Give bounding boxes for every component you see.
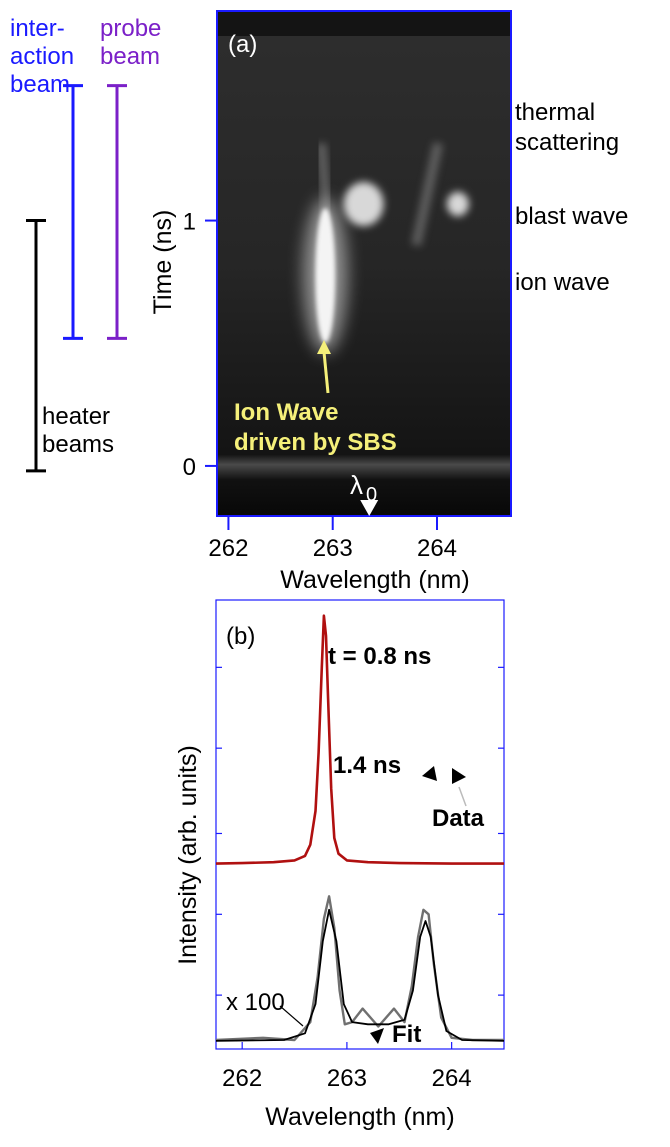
arrow-data [422, 766, 437, 781]
probe-label-1: probe [100, 15, 161, 42]
label-x100: x 100 [226, 989, 285, 1016]
panel-b-frame [215, 599, 505, 1050]
thermal-streak [411, 142, 444, 247]
label-data: Data [432, 805, 485, 832]
series-fit-line [216, 908, 504, 1042]
lambda0-marker: λ 0 [350, 470, 379, 516]
panel-b-xtick-label: 263 [327, 1065, 367, 1092]
panel-a-xtick-label: 263 [313, 535, 353, 562]
panel-a-ytick-label: 1 [183, 209, 196, 236]
arrow-1-4ns [452, 768, 466, 784]
panel-a-ylabel: Time (ns) [149, 210, 177, 315]
label-thermal-2: scattering [515, 129, 619, 156]
annotation-arrow-shaft [322, 351, 330, 394]
label-blast-wave: blast wave [515, 203, 628, 230]
heater-label-2: beams [42, 431, 114, 458]
beam-timing-legend: inter- action beam probe beam heater bea… [10, 15, 161, 473]
arrow-data-leader [458, 786, 467, 807]
streak-image [218, 12, 510, 515]
probe-label-2: beam [100, 43, 160, 70]
arrow-fit [370, 1028, 384, 1044]
panel-b-xtick-label: 262 [222, 1065, 262, 1092]
panel-b: 262 263 264 (b) t = 0.8 ns 1.4 ns Data Fit… [174, 599, 505, 1131]
label-thermal-1: thermal [515, 99, 595, 126]
interaction-label-3: beam [10, 71, 70, 98]
panel-a-frame [216, 10, 512, 517]
series-t08-line [216, 614, 504, 865]
panel-a-label: (a) [228, 31, 257, 58]
interaction-label-2: action [10, 43, 74, 70]
annotation-arrow-head [317, 340, 331, 354]
lambda0-subscript: 0 [366, 484, 377, 506]
interaction-label-1: inter- [10, 15, 65, 42]
annotation-ion-wave-line1: Ion Wave [234, 399, 338, 426]
panel-a-ytick-label: 0 [183, 454, 196, 481]
x100-leader [279, 1005, 304, 1027]
label-1-4ns: 1.4 ns [333, 752, 401, 779]
label-fit: Fit [392, 1021, 421, 1048]
lambda0-triangle [360, 500, 379, 516]
panel-b-xlabel: Wavelength (nm) [265, 1103, 454, 1131]
blast-wave-blob [446, 191, 469, 217]
panel-a: (a) Ion Wave driven by SBS λ 0 0 1 262 263 2… [149, 10, 628, 594]
annotation-arrow [317, 340, 331, 394]
panel-b-xtick-label: 264 [432, 1065, 472, 1092]
panel-a-xtick-label: 264 [417, 535, 457, 562]
lambda0-symbol: λ [350, 470, 363, 500]
panel-a-xtick-label: 262 [208, 535, 248, 562]
panel-b-title: t = 0.8 ns [328, 643, 431, 670]
panel-b-ylabel: Intensity (arb. units) [174, 745, 202, 965]
panel-b-label: (b) [226, 623, 255, 650]
panel-a-xlabel: Wavelength (nm) [280, 566, 469, 594]
blast-wave-blob [343, 182, 384, 227]
ion-wave-streak [315, 208, 336, 344]
label-ion-wave: ion wave [515, 269, 610, 296]
heater-label-1: heater [42, 403, 110, 430]
annotation-ion-wave-line2: driven by SBS [234, 429, 397, 456]
